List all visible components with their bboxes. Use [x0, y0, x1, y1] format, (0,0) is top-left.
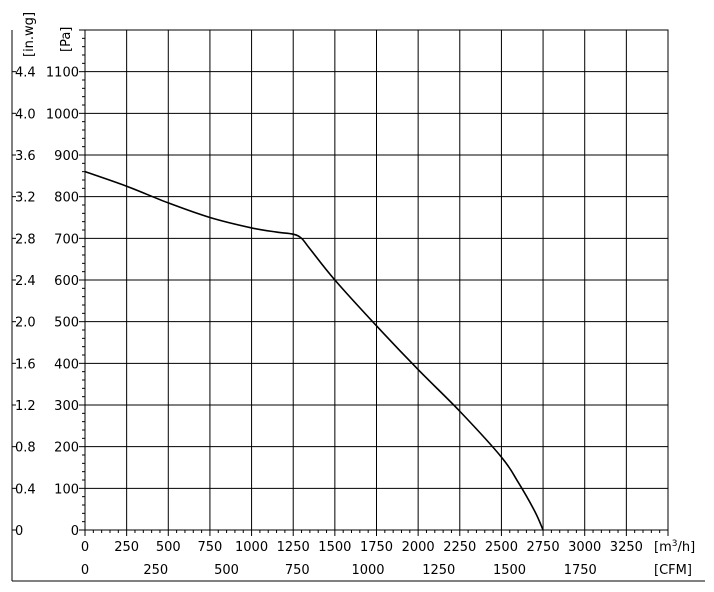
x-tick-label-m3h: 2750: [527, 540, 560, 555]
x-tick-label-m3h: 2500: [485, 540, 518, 555]
y-tick-label-inwg: 4.4: [15, 66, 36, 81]
y-tick-label-inwg: 0: [15, 524, 23, 539]
y-tick-label-pa: 300: [54, 399, 79, 414]
y-tick-label-inwg: 0.8: [15, 441, 36, 456]
y-tick-label-pa: 900: [54, 149, 79, 164]
x-tick-label-m3h: 1750: [360, 540, 393, 555]
y-tick-label-inwg: 1.2: [15, 399, 36, 414]
x-tick-label-m3h: 3250: [610, 540, 643, 555]
y-tick-label-inwg: 1.6: [15, 357, 36, 372]
axis-labels: 0 250 500 750 1000 1250 1500 1750 2000 2250 2500 27…: [15, 66, 643, 578]
y-tick-label-pa: 400: [54, 357, 79, 372]
y-axis-unit-inwg: [in.wg]: [22, 12, 37, 57]
x-unit-tail: /h]: [677, 540, 695, 555]
x-tick-label-m3h: 2250: [443, 540, 476, 555]
x-tick-label-cfm: 1500: [493, 563, 526, 578]
x-tick-label-m3h: 0: [81, 540, 89, 555]
x-tick-label-m3h: 750: [198, 540, 223, 555]
grid-lines: [85, 30, 668, 530]
x-tick-label-cfm: 1750: [564, 563, 597, 578]
plot-frame: [84, 29, 669, 531]
x-tick-label-m3h: 3000: [568, 540, 601, 555]
x-axis-unit-secondary: [CFM]: [654, 563, 692, 578]
y-tick-label-pa: 0: [71, 524, 79, 539]
y-tick-label-inwg: 3.2: [15, 191, 36, 206]
x-tick-label-cfm: 750: [285, 563, 310, 578]
x-tick-label-m3h: 250: [114, 540, 139, 555]
x-unit-main: [m: [654, 540, 672, 555]
x-tick-label-m3h: 1250: [277, 540, 310, 555]
y-tick-label-inwg: 2.4: [15, 274, 36, 289]
y-tick-label-inwg: 2.0: [15, 316, 36, 331]
y-tick-label-pa: 100: [54, 482, 79, 497]
y-tick-label-pa: 600: [54, 274, 79, 289]
x-tick-label-cfm: 0: [81, 563, 89, 578]
y-tick-label-inwg: 0.4: [15, 482, 36, 497]
performance-curve: [84, 170, 544, 531]
y-axis-unit-pa: [Pa]: [59, 27, 74, 52]
y-tick-label-inwg: 2.8: [15, 232, 36, 247]
axis-ticks: [11, 29, 669, 581]
curve-layer: [84, 170, 544, 531]
y-tick-label-pa: 1000: [46, 107, 79, 122]
y-tick-label-pa: 1100: [46, 66, 79, 81]
x-tick-label-m3h: 1500: [318, 540, 351, 555]
y-tick-label-pa: 800: [54, 191, 79, 206]
x-tick-label-m3h: 500: [156, 540, 181, 555]
x-tick-label-m3h: 2000: [402, 540, 435, 555]
y-tick-label-pa: 500: [54, 316, 79, 331]
x-axis-unit-primary: [m3/h]: [654, 539, 695, 555]
x-tick-label-cfm: 250: [143, 563, 168, 578]
y-tick-label-inwg: 4.0: [15, 107, 36, 122]
x-tick-label-cfm: 500: [214, 563, 239, 578]
x-tick-label-cfm: 1250: [422, 563, 455, 578]
x-tick-label-m3h: 1000: [235, 540, 268, 555]
y-tick-label-pa: 200: [54, 441, 79, 456]
x-tick-label-cfm: 1000: [351, 563, 384, 578]
x-unit-sup: 3: [672, 539, 678, 549]
y-tick-label-pa: 700: [54, 232, 79, 247]
y-tick-label-inwg: 3.6: [15, 149, 36, 164]
